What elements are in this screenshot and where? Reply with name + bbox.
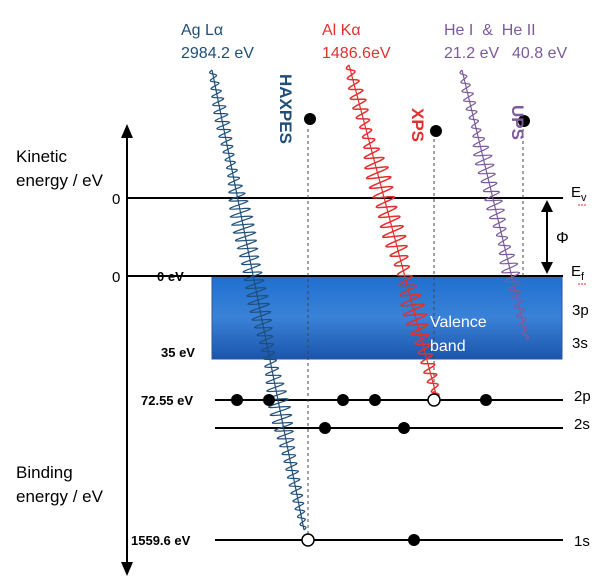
core-2s-label: 2s — [574, 416, 590, 433]
vacuum-level-label: Ev — [571, 184, 587, 204]
kinetic-label-line1: Kinetic — [16, 147, 68, 166]
valence-band-label-line2: band — [430, 338, 466, 355]
ups-photoelectron — [518, 115, 530, 127]
he-source-names: He I & He II — [444, 22, 536, 39]
xps-label: XPS — [408, 108, 427, 142]
band-3s-label: 3s — [572, 335, 588, 352]
xps-photoelectron — [430, 125, 442, 137]
al-ka-source-energy: 1486.6eV — [322, 45, 391, 62]
work-function-arrow-down — [541, 262, 553, 274]
level-2p-be-value: 72.55 eV — [141, 393, 193, 408]
electron-2p-3 — [337, 394, 349, 406]
kinetic-label-line2: energy / eV — [16, 171, 104, 190]
electron-2p-2 — [263, 394, 275, 406]
he-photon-wave — [459, 69, 530, 341]
ups-label: UPS — [508, 105, 527, 140]
level-1s-be-value: 1559.6 eV — [131, 533, 191, 548]
axis-arrow-up — [121, 124, 133, 138]
electron-2p-hole — [427, 393, 441, 407]
electron-2s-1 — [319, 422, 331, 434]
axis-arrow-down — [121, 562, 133, 576]
work-function-label: Φ — [556, 230, 569, 247]
fermi-be-value: 0 eV — [157, 269, 184, 284]
valence-band-rect — [211, 275, 563, 360]
haxpes-label: HAXPES — [276, 74, 295, 144]
fermi-level-label: Ef — [571, 263, 585, 283]
wave-ups-axis — [461, 69, 528, 341]
electron-1s-1 — [408, 534, 420, 546]
core-1s-label: 1s — [574, 533, 590, 550]
he2-source-energy: 40.8 eV — [512, 45, 567, 62]
valence-band-label-line1: Valence — [430, 314, 487, 331]
ag-la-source-energy: 2984.2 eV — [181, 45, 254, 62]
electron-2s-2 — [398, 422, 410, 434]
work-function-arrow-up — [541, 200, 553, 212]
wave-xps-axis — [348, 64, 438, 399]
vacuum-ke-value: 0 — [112, 191, 120, 208]
ag-la-photon-wave — [208, 69, 307, 531]
al-ka-photon-wave — [345, 64, 440, 399]
al-ka-source-name: Al Kα — [322, 22, 361, 39]
fermi-ke-value: 0 — [112, 269, 120, 286]
binding-label-line2: energy / eV — [16, 487, 104, 506]
band-3p-label: 3p — [572, 302, 589, 319]
band-bottom-be-value: 35 eV — [161, 345, 195, 360]
ag-la-source-name: Ag Lα — [181, 22, 223, 39]
wave-haxpes-axis — [211, 69, 305, 531]
electron-2p-1 — [231, 394, 243, 406]
electron-1s-hole — [301, 533, 315, 547]
core-2p-label: 2p — [574, 388, 591, 405]
binding-label-line1: Binding — [16, 463, 73, 482]
electron-2p-5 — [480, 394, 492, 406]
electron-2p-4 — [369, 394, 381, 406]
he1-source-energy: 21.2 eV — [444, 45, 499, 62]
haxpes-photoelectron — [304, 113, 316, 125]
